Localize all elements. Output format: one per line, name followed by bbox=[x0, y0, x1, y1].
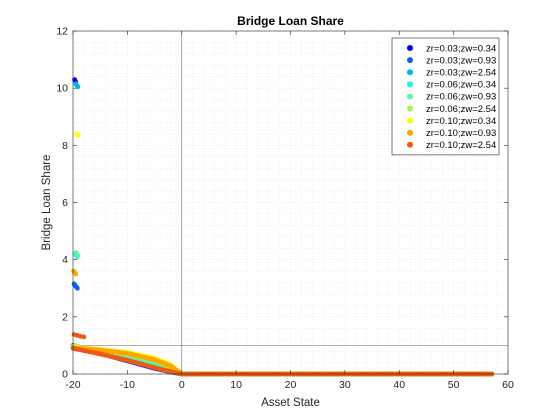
legend-label: zr=0.06;zw=2.54 bbox=[426, 104, 496, 115]
reference-lines bbox=[73, 31, 508, 374]
legend-label: zr=0.03;zw=0.93 bbox=[426, 55, 496, 66]
y-tick-label: 10 bbox=[56, 83, 68, 95]
x-tick-label: 60 bbox=[502, 379, 514, 391]
y-tick-label: 0 bbox=[62, 369, 68, 381]
ticks: -20 -10 0 10 20 30 40 50 60 0 2 4 6 8 10 12 bbox=[56, 26, 514, 392]
legend-label: zr=0.10;zw=0.34 bbox=[426, 116, 496, 127]
y-tick-label: 8 bbox=[62, 140, 68, 152]
legend-marker bbox=[407, 57, 413, 64]
legend-marker bbox=[407, 105, 413, 112]
x-tick-label: 20 bbox=[285, 379, 297, 391]
data-point bbox=[73, 271, 79, 277]
y-axis-label: Bridge Loan Share bbox=[41, 155, 53, 251]
legend-marker bbox=[407, 129, 413, 136]
series-layer bbox=[70, 77, 495, 377]
x-axis-label: Asset State bbox=[261, 397, 320, 409]
data-point bbox=[81, 334, 87, 340]
y-tick-label: 4 bbox=[62, 254, 68, 266]
x-tick-label: 10 bbox=[230, 379, 242, 391]
data-point bbox=[75, 252, 81, 258]
legend-marker bbox=[407, 141, 413, 148]
legend-label: zr=0.03;zw=0.34 bbox=[426, 43, 496, 54]
x-tick-label: 30 bbox=[339, 379, 351, 391]
x-tick-label: 0 bbox=[179, 379, 185, 391]
legend-label: zr=0.06;zw=0.34 bbox=[426, 80, 496, 91]
y-tick-label: 12 bbox=[56, 26, 68, 38]
x-tick-label: -10 bbox=[120, 379, 135, 391]
y-tick-label: 6 bbox=[62, 197, 68, 209]
legend-label: zr=0.06;zw=0.93 bbox=[426, 92, 496, 103]
x-tick-label: 40 bbox=[393, 379, 405, 391]
legend-marker bbox=[407, 45, 413, 51]
data-point bbox=[74, 285, 80, 291]
x-tick-label: -20 bbox=[65, 379, 80, 391]
legend-marker bbox=[407, 117, 413, 124]
x-tick-label: 50 bbox=[448, 379, 460, 391]
legend-marker bbox=[407, 81, 413, 88]
legend-marker bbox=[407, 69, 413, 76]
legend-label: zr=0.10;zw=0.93 bbox=[426, 128, 496, 139]
legend-label: zr=0.10;zw=2.54 bbox=[426, 140, 496, 151]
legend-marker bbox=[407, 93, 413, 100]
legend-label: zr=0.03;zw=2.54 bbox=[426, 68, 496, 79]
y-tick-label: 2 bbox=[62, 311, 68, 323]
data-point bbox=[75, 132, 81, 138]
chart-title: Bridge Loan Share bbox=[237, 14, 344, 28]
